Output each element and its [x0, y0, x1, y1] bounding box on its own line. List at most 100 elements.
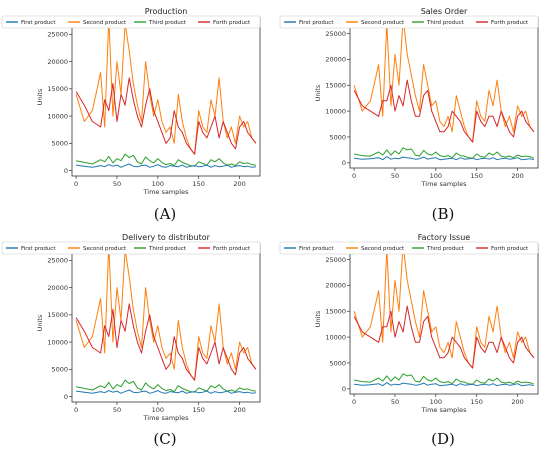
series-line-forth: [75, 303, 257, 381]
series-group: [75, 244, 257, 394]
chart-title: Sales Order: [421, 7, 468, 16]
x-tick-label: 200: [511, 172, 523, 180]
y-tick-label: 0: [64, 393, 68, 401]
panel-label: (C): [153, 430, 176, 448]
x-tick-label: 200: [511, 398, 523, 406]
x-tick-label: 150: [470, 172, 482, 180]
series-group: [353, 244, 535, 387]
series-group: [75, 18, 257, 168]
series-line-second: [353, 244, 535, 369]
legend-box: [279, 15, 539, 29]
legend-label-third: Third product: [426, 246, 465, 252]
y-tick-label: 10000: [325, 333, 346, 341]
series-line-first: [354, 382, 535, 387]
chart-panel-2: Sales Order 0 5000 10000 15000 20000 25000 0 50 1…: [279, 7, 539, 223]
plot-frame: [71, 17, 261, 177]
x-tick-label: 200: [233, 406, 245, 414]
x-tick-label: 100: [152, 180, 164, 188]
y-tick-label: 25000: [47, 257, 68, 265]
x-tick-label: 0: [74, 406, 78, 414]
y-tick-label: 20000: [47, 284, 68, 292]
series-line-forth: [75, 77, 257, 155]
x-axis-label: Time samples: [143, 414, 190, 422]
y-tick-label: 20000: [47, 58, 68, 66]
chart-title: Production: [145, 7, 188, 16]
panel-label: (D): [431, 430, 455, 448]
x-tick-label: 200: [233, 180, 245, 188]
y-tick-label: 15000: [47, 85, 68, 93]
y-tick-label: 0: [64, 167, 68, 175]
legend-label-forth: Forth product: [491, 20, 529, 26]
legend-label-first: First product: [21, 20, 56, 26]
series-line-third: [354, 147, 535, 159]
y-tick-label: 10000: [47, 338, 68, 346]
y-tick-label: 25000: [325, 30, 346, 38]
legend-label-third: Third product: [148, 246, 187, 252]
x-tick-label: 100: [430, 172, 442, 180]
series-line-third: [75, 379, 256, 393]
x-tick-label: 0: [352, 172, 356, 180]
series-group: [353, 18, 535, 161]
x-tick-label: 150: [192, 406, 204, 414]
y-axis-label: Units: [36, 314, 44, 331]
x-tick-label: 0: [352, 398, 356, 406]
y-axis-label: Units: [314, 84, 322, 101]
legend-label-third: Third product: [426, 20, 465, 26]
x-tick-label: 50: [113, 180, 121, 188]
legend-label-forth: Forth product: [213, 20, 251, 26]
series-line-third: [75, 153, 256, 167]
y-tick-label: 10000: [47, 112, 68, 120]
y-tick-label: 20000: [325, 56, 346, 64]
legend-label-first: First product: [299, 20, 334, 26]
y-tick-label: 15000: [47, 311, 68, 319]
legend-label-second: Second product: [361, 20, 405, 26]
legend-label-third: Third product: [148, 20, 187, 26]
series-line-second: [353, 18, 535, 143]
series-line-first: [354, 156, 535, 161]
legend-label-second: Second product: [361, 246, 405, 252]
series-line-second: [75, 18, 257, 155]
legend-label-forth: Forth product: [213, 246, 251, 252]
x-tick-label: 50: [391, 172, 399, 180]
series-line-forth: [353, 305, 535, 369]
x-tick-label: 100: [430, 398, 442, 406]
x-tick-label: 100: [152, 406, 164, 414]
y-axis-label: Units: [36, 88, 44, 105]
x-axis-label: Time samples: [421, 180, 468, 188]
chart-panel-3: Delivery to distributor 0 5000 10000 15000 20…: [1, 233, 261, 448]
series-line-first: [76, 389, 256, 394]
plot-frame: [349, 17, 539, 169]
legend-label-first: First product: [299, 246, 334, 252]
chart-panel-1: Production 0 5000 10000 15000 20000 25000 0 50 10…: [1, 7, 261, 223]
chart-panel-4: Factory Issue 0 5000 10000 15000 20000 25000 0 5…: [279, 233, 539, 448]
legend-box: [1, 241, 261, 255]
chart-title: Delivery to distributor: [122, 233, 211, 242]
x-tick-label: 150: [192, 180, 204, 188]
panel-label: (A): [154, 205, 177, 223]
y-tick-label: 0: [342, 385, 346, 393]
series-line-third: [354, 373, 535, 385]
legend-label-first: First product: [21, 246, 56, 252]
y-axis-label: Units: [314, 310, 322, 327]
panel-label: (B): [432, 205, 455, 223]
y-tick-label: 5000: [51, 366, 68, 374]
chart-title: Factory Issue: [418, 233, 471, 242]
y-tick-label: 20000: [325, 282, 346, 290]
legend-label-forth: Forth product: [491, 246, 529, 252]
plot-frame: [71, 243, 261, 403]
legend-box: [279, 241, 539, 255]
x-tick-label: 50: [391, 398, 399, 406]
x-axis-label: Time samples: [143, 188, 190, 196]
x-axis-label: Time samples: [421, 406, 468, 414]
y-tick-label: 15000: [325, 82, 346, 90]
x-tick-label: 0: [74, 180, 78, 188]
x-tick-label: 50: [113, 406, 121, 414]
legend-label-second: Second product: [83, 20, 127, 26]
series-line-second: [75, 244, 257, 381]
y-tick-label: 25000: [47, 31, 68, 39]
legend-box: [1, 15, 261, 29]
series-line-forth: [353, 79, 535, 143]
legend-label-second: Second product: [83, 246, 127, 252]
